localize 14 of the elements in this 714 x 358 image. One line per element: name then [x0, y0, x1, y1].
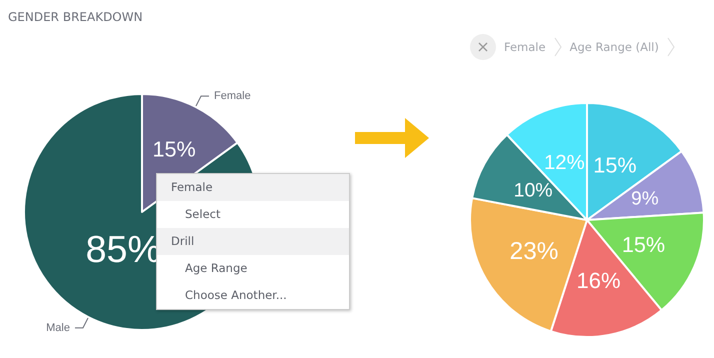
data-label: 15% [593, 152, 637, 178]
data-label: 9% [631, 188, 659, 210]
text: Age Range (All) [570, 40, 659, 54]
data-label: 12% [544, 152, 585, 174]
data-label: 15% [622, 232, 666, 257]
context-menu: Female Select Drill Age Range Choose Another... [156, 173, 350, 310]
chart-title: GENDER BREAKDOWN [8, 10, 143, 24]
text: Female [504, 40, 546, 54]
data-label: 23% [510, 238, 558, 265]
slice-label: Female [214, 90, 251, 102]
data-label: 16% [576, 268, 621, 293]
data-label: 10% [514, 179, 553, 202]
data-label: 15% [152, 136, 196, 162]
slice-label: Male [46, 322, 70, 334]
